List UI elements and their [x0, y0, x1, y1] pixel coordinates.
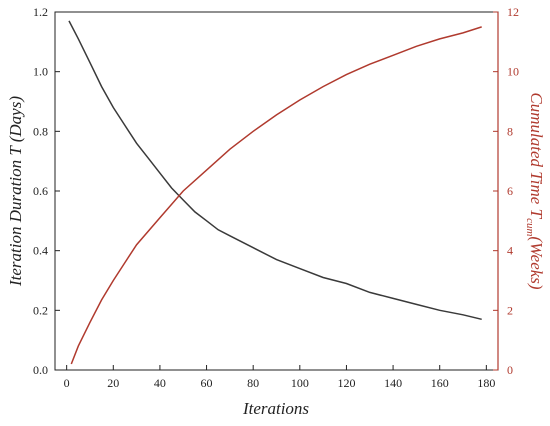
right-y-axis-title: Cumulated Time Tcum(Weeks)	[524, 92, 546, 289]
x-tick-label: 80	[247, 376, 259, 390]
x-tick-label: 100	[291, 376, 309, 390]
left-y-title-unit: (Days)	[6, 96, 25, 147]
right-y-tick-label: 6	[507, 184, 513, 198]
x-tick-label: 140	[384, 376, 402, 390]
x-tick-label: 20	[107, 376, 119, 390]
left-y-tick-label: 0.4	[33, 244, 48, 258]
left-y-tick-label: 0.2	[33, 303, 48, 317]
x-tick-label: 120	[337, 376, 355, 390]
right-y-tick-label: 10	[507, 65, 519, 79]
left-y-tick-label: 0.6	[33, 184, 48, 198]
right-y-tick-label: 8	[507, 124, 513, 138]
x-axis-title: Iterations	[242, 399, 309, 418]
right-y-tick-label: 4	[507, 244, 513, 258]
right-y-tick-label: 12	[507, 5, 519, 19]
x-tick-label: 40	[154, 376, 166, 390]
left-y-title-main: Iteration Duration	[6, 156, 25, 287]
right-y-title-unit: (Weeks)	[527, 236, 546, 290]
left-y-title-var: T	[6, 145, 25, 156]
cumulated-time-line	[70, 26, 482, 365]
x-tick-label: 0	[64, 376, 70, 390]
left-y-axis-title: Iteration Duration T (Days)	[6, 96, 25, 287]
plot-frame	[54, 11, 499, 371]
left-y-tick-label: 0.0	[33, 363, 48, 377]
x-tick-label: 160	[431, 376, 449, 390]
left-y-tick-label: 1.0	[33, 65, 48, 79]
iteration-duration-line	[68, 20, 482, 321]
right-y-title-sub: cum	[524, 218, 536, 236]
left-y-axis-ticks: 0.0 0.2 0.4 0.6 0.8 1.0 1.2	[33, 5, 60, 377]
right-y-title-var: T	[527, 209, 546, 220]
right-y-title-main: Cumulated Time	[527, 92, 546, 208]
right-y-tick-label: 2	[507, 303, 513, 317]
right-y-tick-label: 0	[507, 363, 513, 377]
right-y-axis-ticks: 0 2 4 6 8 10 12	[493, 5, 519, 377]
left-y-tick-label: 1.2	[33, 5, 48, 19]
left-y-tick-label: 0.8	[33, 124, 48, 138]
x-tick-label: 60	[201, 376, 213, 390]
x-tick-label: 180	[477, 376, 495, 390]
series-layer	[68, 20, 482, 365]
x-axis-ticks: 0 20 40 60 80 100 120 140 160 180	[64, 365, 495, 390]
